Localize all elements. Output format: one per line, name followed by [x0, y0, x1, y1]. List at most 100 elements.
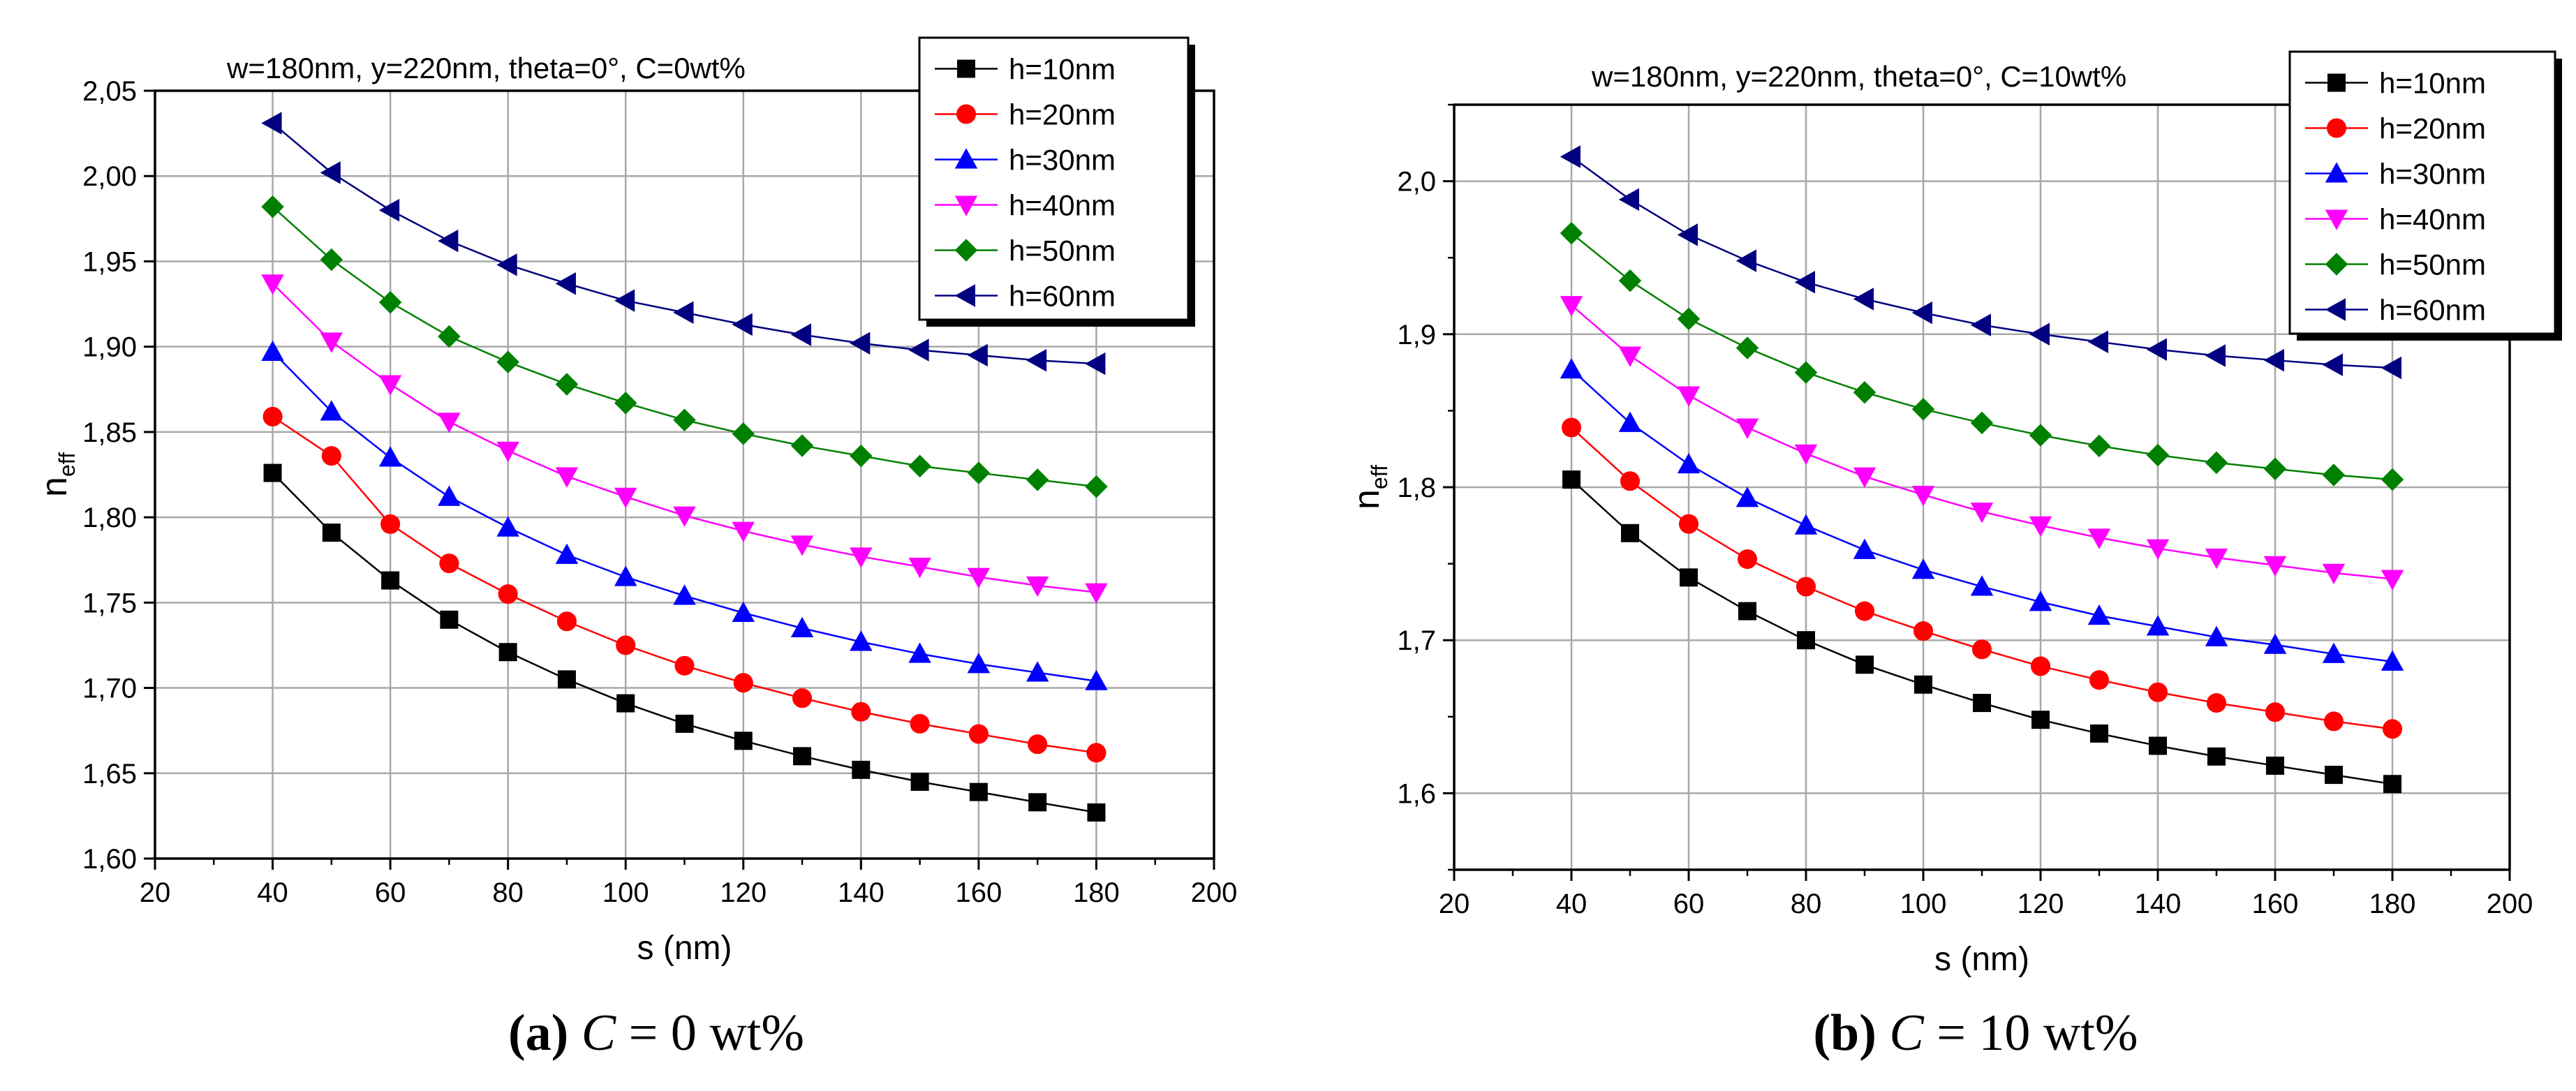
data-point	[438, 485, 461, 506]
data-point	[614, 392, 637, 415]
data-point	[378, 375, 402, 396]
data-point	[2146, 443, 2170, 467]
legend-label: h=60nm	[1009, 280, 1116, 313]
data-point	[851, 702, 871, 722]
caption-a-variable: C	[581, 1004, 616, 1062]
data-point	[2322, 463, 2346, 487]
data-point	[2146, 539, 2170, 560]
data-point	[320, 400, 343, 421]
data-point	[1971, 639, 1992, 660]
x-tick-label: 60	[375, 877, 406, 908]
data-point	[850, 547, 873, 568]
data-point	[1678, 514, 1699, 534]
x-tick-label: 80	[492, 877, 524, 908]
data-point	[1677, 223, 1698, 246]
data-point	[2149, 736, 2167, 755]
data-point	[732, 521, 755, 542]
data-point	[1853, 380, 1877, 404]
x-tick-label: 100	[1900, 889, 1947, 919]
data-point	[2205, 548, 2228, 570]
data-point	[1677, 452, 1701, 474]
data-point	[908, 339, 929, 362]
legend-label: h=30nm	[2379, 158, 2486, 191]
data-point	[733, 673, 753, 693]
data-point	[852, 760, 871, 779]
data-point	[1911, 485, 1935, 507]
y-tick-label: 1,85	[82, 417, 137, 448]
data-point	[1853, 288, 1874, 311]
legend: h=10nm h=20nm h=30nm h=40nm h=50nm h=60nm	[918, 36, 1195, 327]
data-point	[261, 195, 284, 218]
data-point	[438, 325, 461, 348]
legend-label: h=30nm	[1009, 144, 1116, 177]
data-point	[496, 516, 519, 537]
x-tick-label: 80	[1791, 889, 1822, 919]
x-tick-label: 40	[257, 877, 288, 908]
data-point	[1853, 467, 1877, 488]
x-tick-label: 60	[1673, 889, 1705, 919]
caption-a-text: = 0 wt%	[616, 1004, 805, 1062]
legend-box	[2288, 50, 2556, 335]
data-point	[2322, 563, 2346, 585]
caption-b-label: (b)	[1813, 1004, 1877, 1062]
y-tick-label: 1,7	[1397, 625, 1436, 656]
data-point	[1914, 675, 1932, 694]
data-point	[1970, 575, 1994, 596]
data-point	[2325, 766, 2343, 785]
x-tick-label: 100	[602, 877, 649, 908]
data-point	[1970, 503, 1994, 524]
data-point	[263, 463, 282, 482]
data-point	[1911, 558, 1935, 579]
data-point	[381, 571, 400, 590]
data-point	[910, 773, 929, 791]
data-point	[498, 643, 517, 662]
chart-title: w=180nm, y=220nm, theta=0°, C=0wt%	[226, 52, 746, 84]
legend-marker	[957, 59, 975, 78]
data-point	[1028, 734, 1048, 755]
data-point	[790, 323, 812, 346]
data-point	[438, 413, 461, 433]
chart-b: 20 40 60 80 100 120 140 160 180 200 1,6 1,7 1,8 1,9 2,…	[1347, 50, 2562, 978]
data-point	[555, 467, 579, 488]
y-tick-label: 1,70	[82, 674, 137, 704]
data-point	[908, 558, 931, 579]
data-point	[2090, 724, 2108, 743]
data-point	[2087, 528, 2111, 549]
data-point	[496, 441, 519, 463]
data-point	[790, 616, 814, 637]
data-point	[2147, 682, 2168, 702]
data-point	[2263, 348, 2284, 372]
x-tick-label: 20	[140, 877, 171, 908]
y-tick-label: 2,05	[82, 76, 137, 107]
caption-a: (a) C = 0 wt%	[98, 1004, 1215, 1081]
data-point	[2087, 330, 2108, 354]
legend-marker	[2325, 298, 2346, 321]
data-point	[674, 655, 695, 676]
data-point	[969, 782, 988, 801]
caption-b: (b) C = 10 wt%	[1382, 1004, 2569, 1081]
x-tick-label: 200	[2487, 889, 2533, 919]
data-point	[673, 584, 696, 605]
data-point	[673, 408, 696, 432]
series-h=40nm	[261, 274, 1108, 604]
data-point	[496, 350, 519, 373]
data-point	[908, 454, 931, 478]
y-axis-label-main: n	[1347, 489, 1387, 510]
data-point	[2030, 656, 2051, 676]
data-point	[2205, 625, 2228, 646]
legend-marker	[954, 148, 978, 169]
data-point	[614, 487, 637, 509]
data-point	[1085, 669, 1108, 690]
data-point	[1735, 418, 1759, 439]
series-h=50nm	[261, 195, 1108, 498]
data-point	[1560, 357, 1583, 379]
data-point	[1618, 346, 1642, 367]
x-tick-label: 120	[2018, 889, 2064, 919]
y-tick-label: 1,6	[1397, 778, 1436, 809]
data-point	[967, 653, 991, 674]
data-point	[1562, 470, 1581, 489]
data-point	[1618, 188, 1639, 211]
x-axis-label: s (nm)	[1934, 941, 2029, 978]
x-tick-label: 160	[2252, 889, 2299, 919]
data-point	[378, 290, 402, 314]
